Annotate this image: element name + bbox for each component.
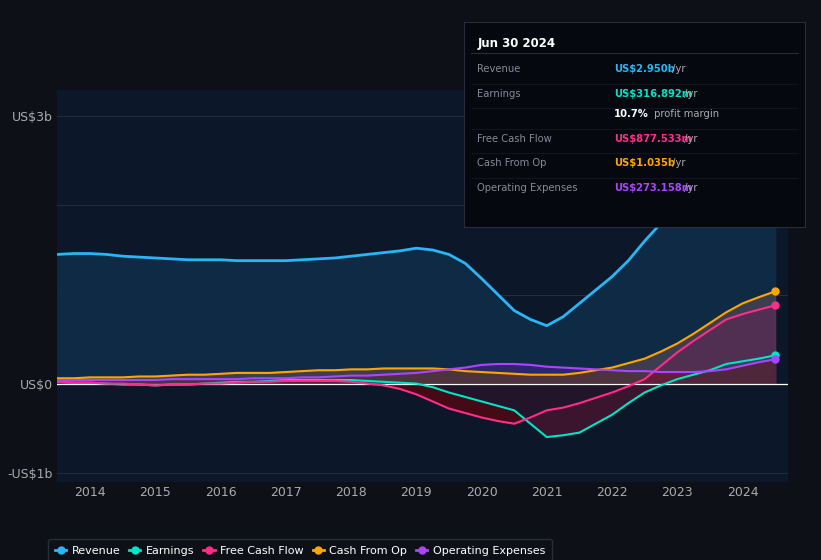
Text: Cash From Op: Cash From Op	[478, 158, 547, 169]
Text: 10.7%: 10.7%	[614, 109, 649, 119]
Text: US$316.892m: US$316.892m	[614, 89, 692, 99]
Text: Operating Expenses: Operating Expenses	[478, 183, 578, 193]
Text: Jun 30 2024: Jun 30 2024	[478, 37, 556, 50]
Text: Free Cash Flow: Free Cash Flow	[478, 134, 553, 144]
Text: Earnings: Earnings	[478, 89, 521, 99]
Text: /yr: /yr	[669, 158, 686, 169]
Legend: Revenue, Earnings, Free Cash Flow, Cash From Op, Operating Expenses: Revenue, Earnings, Free Cash Flow, Cash …	[48, 539, 552, 560]
Text: /yr: /yr	[681, 89, 698, 99]
Text: profit margin: profit margin	[651, 109, 719, 119]
Text: US$273.158m: US$273.158m	[614, 183, 692, 193]
Text: Revenue: Revenue	[478, 64, 521, 74]
Text: US$877.533m: US$877.533m	[614, 134, 692, 144]
Text: US$2.950b: US$2.950b	[614, 64, 675, 74]
Text: /yr: /yr	[681, 183, 698, 193]
Text: /yr: /yr	[681, 134, 698, 144]
Text: /yr: /yr	[669, 64, 686, 74]
Text: US$1.035b: US$1.035b	[614, 158, 675, 169]
